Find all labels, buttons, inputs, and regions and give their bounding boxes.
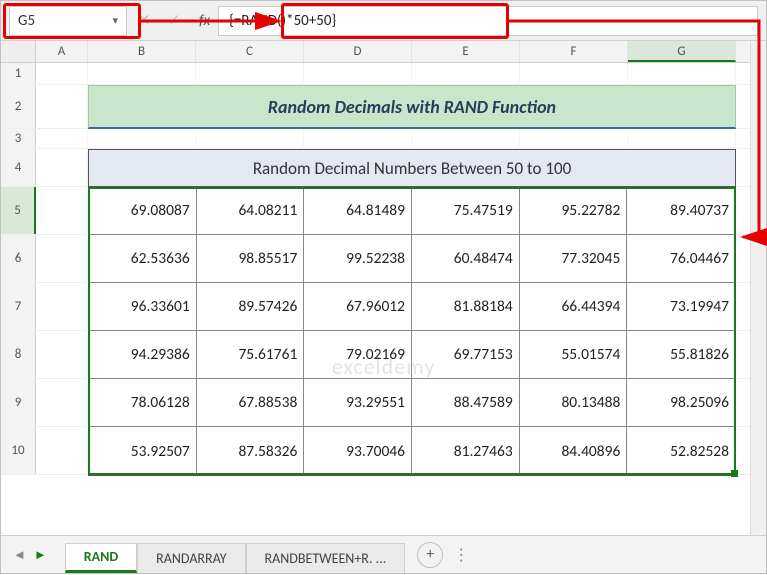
name-box-value: G5 [18, 12, 35, 30]
cell-B9[interactable]: 78.06128 [89, 379, 197, 427]
data-table: Random Decimal Numbers Between 50 to 100… [88, 149, 736, 476]
tab-nav-next-icon[interactable]: ► [34, 547, 47, 563]
col-header-B[interactable]: B [88, 41, 196, 62]
new-sheet-button[interactable]: + [417, 542, 443, 568]
table-row: 53.92507 87.58326 93.70046 81.27463 84.4… [89, 427, 735, 475]
row-header-5[interactable]: 5 [1, 187, 36, 234]
cell-D9[interactable]: 93.29551 [304, 379, 412, 427]
cell-F8[interactable]: 55.01574 [520, 331, 628, 379]
row-header-7[interactable]: 7 [1, 283, 36, 330]
cell-B10[interactable]: 53.92507 [89, 427, 197, 475]
row-header-8[interactable]: 8 [1, 331, 36, 378]
cell-G10[interactable]: 52.82528 [627, 427, 735, 475]
formula-input[interactable]: {=RAND()*50+50} [218, 6, 758, 36]
table-body: 69.08087 64.08211 64.81489 75.47519 95.2… [88, 187, 736, 476]
table-row: 78.06128 67.88538 93.29551 88.47589 80.1… [89, 379, 735, 427]
cell-D7[interactable]: 67.96012 [304, 283, 412, 331]
cell-E6[interactable]: 60.48474 [412, 235, 520, 283]
sheet-tab-rand[interactable]: RAND [65, 543, 137, 573]
cell-G9[interactable]: 98.25096 [627, 379, 735, 427]
cell-B6[interactable]: 62.53636 [89, 235, 197, 283]
col-header-E[interactable]: E [412, 41, 520, 62]
cell-E9[interactable]: 88.47589 [412, 379, 520, 427]
cell-E10[interactable]: 81.27463 [412, 427, 520, 475]
cell-C6[interactable]: 98.85517 [197, 235, 305, 283]
cell-G8[interactable]: 55.81826 [627, 331, 735, 379]
cell-D10[interactable]: 93.70046 [304, 427, 412, 475]
formula-text: {=RAND()*50+50} [229, 12, 336, 30]
sheet-tab-randbetween[interactable]: RANDBETWEEN+R. ... [246, 543, 406, 573]
table-header-text: Random Decimal Numbers Between 50 to 100 [253, 158, 571, 179]
cell-E7[interactable]: 81.88184 [412, 283, 520, 331]
tab-options-icon[interactable]: ⋮ [453, 545, 469, 565]
cell-F6[interactable]: 77.32045 [520, 235, 628, 283]
col-header-D[interactable]: D [304, 41, 412, 62]
cell-C8[interactable]: 75.61761 [197, 331, 305, 379]
cell-D8[interactable]: 79.02169 [304, 331, 412, 379]
cell-G6[interactable]: 76.04467 [627, 235, 735, 283]
cell-C5[interactable]: 64.08211 [197, 187, 305, 235]
excel-window: G5 ▾ ✕ ✓ fx {=RAND()*50+50} A B C D E F … [0, 0, 767, 574]
title-banner: Random Decimals with RAND Function [88, 85, 736, 129]
table-row: 69.08087 64.08211 64.81489 75.47519 95.2… [89, 187, 735, 235]
col-header-F[interactable]: F [520, 41, 628, 62]
cell-G5[interactable]: 89.40737 [627, 187, 735, 235]
sheet-tab-bar: ◄ ► RAND RANDARRAY RANDBETWEEN+R. ... + … [1, 535, 766, 573]
table-row: 96.33601 89.57426 67.96012 81.88184 66.4… [89, 283, 735, 331]
col-header-C[interactable]: C [196, 41, 304, 62]
cell-B5[interactable]: 69.08087 [89, 187, 197, 235]
col-header-G[interactable]: G [628, 41, 736, 62]
cell-C9[interactable]: 67.88538 [197, 379, 305, 427]
cell-G7[interactable]: 73.19947 [627, 283, 735, 331]
cell-F10[interactable]: 84.40896 [520, 427, 628, 475]
cell-B8[interactable]: 94.29386 [89, 331, 197, 379]
cell-grid[interactable]: exceldemy 1 2 3 4 5 6 7 8 9 10 Random De… [1, 63, 766, 535]
col-header-A[interactable]: A [36, 41, 88, 62]
table-row: 94.29386 75.61761 79.02169 69.77153 55.0… [89, 331, 735, 379]
cell-C10[interactable]: 87.58326 [197, 427, 305, 475]
cell-E8[interactable]: 69.77153 [412, 331, 520, 379]
row-header-4[interactable]: 4 [1, 149, 36, 186]
title-text: Random Decimals with RAND Function [268, 96, 556, 118]
tab-nav: ◄ ► [13, 547, 47, 563]
name-box[interactable]: G5 ▾ [9, 6, 127, 36]
enter-formula-icon: ✓ [161, 8, 187, 34]
cell-C7[interactable]: 89.57426 [197, 283, 305, 331]
table-row: 62.53636 98.85517 99.52238 60.48474 77.3… [89, 235, 735, 283]
cell-E5[interactable]: 75.47519 [412, 187, 520, 235]
cell-F7[interactable]: 66.44394 [520, 283, 628, 331]
formula-bar: G5 ▾ ✕ ✓ fx {=RAND()*50+50} [1, 1, 766, 41]
fx-icon[interactable]: fx [199, 12, 210, 30]
tab-nav-prev-icon[interactable]: ◄ [13, 547, 26, 563]
cell-F5[interactable]: 95.22782 [520, 187, 628, 235]
column-headers: A B C D E F G [1, 41, 766, 63]
cell-F9[interactable]: 80.13488 [520, 379, 628, 427]
row-header-9[interactable]: 9 [1, 379, 36, 426]
cell-D5[interactable]: 64.81489 [304, 187, 412, 235]
vertical-scrollbar[interactable] [750, 41, 766, 535]
row-header-2[interactable]: 2 [1, 85, 36, 128]
row-header-1[interactable]: 1 [1, 63, 36, 84]
row-header-3[interactable]: 3 [1, 129, 36, 148]
cancel-formula-icon: ✕ [131, 8, 157, 34]
row-header-10[interactable]: 10 [1, 427, 36, 474]
cell-D6[interactable]: 99.52238 [304, 235, 412, 283]
select-all-corner[interactable] [1, 41, 36, 62]
sheet-tab-randarray[interactable]: RANDARRAY [137, 543, 245, 573]
row-header-6[interactable]: 6 [1, 235, 36, 282]
cell-B7[interactable]: 96.33601 [89, 283, 197, 331]
table-header: Random Decimal Numbers Between 50 to 100 [88, 149, 736, 187]
name-box-dropdown-icon[interactable]: ▾ [112, 14, 118, 27]
